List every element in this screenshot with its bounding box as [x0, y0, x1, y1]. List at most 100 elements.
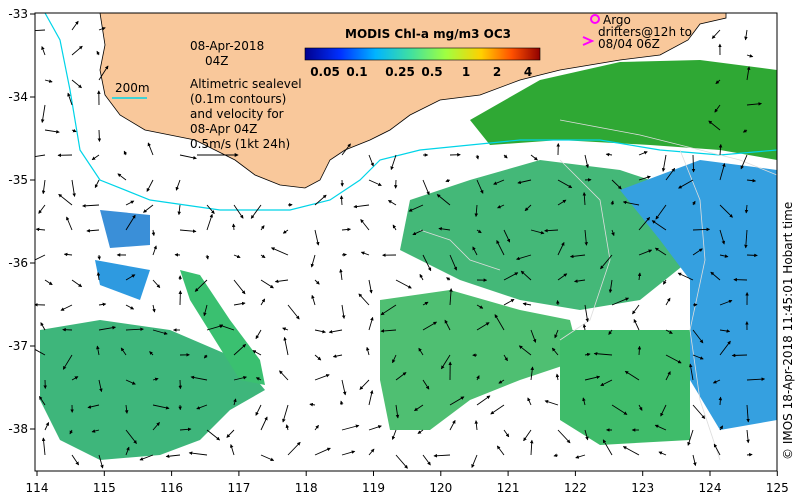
velocity-arrow	[692, 329, 704, 344]
velocity-arrow	[493, 179, 505, 185]
velocity-arrow	[665, 371, 671, 381]
velocity-arrow	[368, 279, 373, 294]
velocity-arrow	[746, 66, 751, 81]
velocity-arrow	[678, 179, 694, 189]
velocity-arrow	[476, 179, 484, 194]
colorbar-tick-label: 1	[462, 65, 470, 79]
velocity-arrow	[503, 354, 508, 362]
velocity-arrow	[395, 404, 400, 419]
y-axis-label: -38	[8, 422, 28, 436]
velocity-arrow	[422, 379, 430, 390]
velocity-arrow	[203, 354, 208, 359]
velocity-arrow	[87, 404, 100, 409]
velocity-arrow	[638, 151, 648, 156]
velocity-arrow	[67, 92, 73, 106]
velocity-arrow	[71, 179, 76, 197]
y-axis-label: -37	[8, 339, 28, 353]
velocity-arrow	[446, 277, 451, 281]
velocity-arrow	[332, 354, 343, 358]
velocity-arrow	[622, 200, 640, 206]
velocity-arrow	[380, 329, 397, 333]
x-axis-label: 121	[497, 481, 520, 495]
velocity-arrow	[82, 204, 100, 208]
velocity-arrow	[62, 354, 73, 370]
velocity-arrow	[391, 429, 397, 440]
velocity-arrow	[143, 204, 154, 213]
velocity-arrow	[41, 46, 46, 56]
velocity-arrow	[390, 154, 397, 171]
velocity-arrow	[63, 252, 73, 257]
colorbar-title: MODIS Chl-a mg/m3 OC3	[345, 27, 511, 41]
velocity-arrow	[503, 429, 510, 438]
velocity-arrow	[152, 329, 168, 335]
velocity-arrow	[206, 429, 221, 441]
velocity-arrow	[368, 448, 375, 456]
velocity-arrow	[314, 194, 327, 206]
velocity-arrow	[233, 398, 237, 406]
velocity-arrow	[233, 204, 244, 219]
velocity-arrow	[476, 375, 480, 381]
velocity-arrow	[557, 179, 573, 189]
velocity-arrow	[441, 354, 451, 370]
x-axis-label: 118	[295, 481, 318, 495]
velocity-arrow	[503, 272, 519, 281]
velocity-arrow	[260, 254, 266, 259]
velocity-arrow	[611, 229, 615, 237]
velocity-arrow	[260, 454, 275, 461]
velocity-arrow	[692, 354, 704, 360]
argo-drifter-markers	[582, 14, 600, 46]
velocity-arrow	[392, 224, 397, 231]
velocity-arrow	[94, 179, 100, 189]
velocity-arrow	[600, 379, 613, 387]
velocity-arrow	[341, 253, 347, 257]
velocity-arrow	[608, 279, 613, 294]
velocity-arrow	[476, 304, 484, 309]
velocity-arrow	[422, 254, 432, 272]
velocity-arrow	[744, 29, 748, 41]
velocity-arrow	[314, 354, 322, 361]
velocity-arrow	[523, 429, 532, 442]
velocity-arrow	[152, 304, 156, 313]
velocity-arrow	[746, 429, 750, 444]
velocity-arrow	[66, 216, 73, 231]
velocity-arrow	[665, 354, 682, 364]
velocity-arrow	[438, 227, 451, 231]
velocity-arrow	[712, 379, 721, 384]
velocity-arrow	[353, 204, 370, 209]
velocity-arrow	[490, 404, 505, 415]
velocity-arrow	[412, 229, 424, 236]
velocity-arrow	[582, 323, 587, 331]
velocity-arrow	[314, 447, 331, 456]
velocity-arrow	[165, 454, 181, 458]
chl-patch-west-small	[100, 210, 150, 248]
velocity-arrow	[358, 293, 370, 306]
velocity-arrow	[395, 454, 408, 469]
velocity-arrow	[206, 204, 215, 215]
velocity-arrow	[569, 254, 586, 259]
velocity-arrow	[742, 129, 748, 133]
x-axis-label: 123	[631, 481, 654, 495]
velocity-arrow	[205, 254, 210, 260]
velocity-arrow	[250, 204, 262, 219]
velocity-arrow	[731, 353, 748, 358]
velocity-arrow	[69, 429, 73, 435]
velocity-arrow	[605, 152, 613, 157]
map-date: 08-Apr-2018	[190, 39, 264, 53]
velocity-arrow	[498, 379, 505, 384]
velocity-arrow	[608, 329, 613, 335]
chl-patch-south-central	[380, 290, 580, 430]
velocity-arrow	[98, 454, 104, 469]
velocity-arrow	[255, 404, 262, 416]
velocity-arrow	[436, 194, 451, 206]
note-line-5: 0.5m/s (1kt 24h)	[190, 137, 290, 151]
velocity-arrow	[714, 104, 721, 113]
colorbar-tick-label: 0.25	[385, 65, 415, 79]
velocity-arrow	[584, 229, 588, 246]
velocity-arrow	[260, 279, 274, 289]
velocity-arrow	[71, 45, 83, 56]
velocity-arrow	[677, 272, 694, 281]
imos-credit: © IMOS 18-Apr-2018 11:45:01 Hobart time	[781, 202, 795, 460]
velocity-arrow	[637, 345, 642, 356]
velocity-arrow	[632, 304, 640, 315]
velocity-arrow	[71, 128, 77, 133]
